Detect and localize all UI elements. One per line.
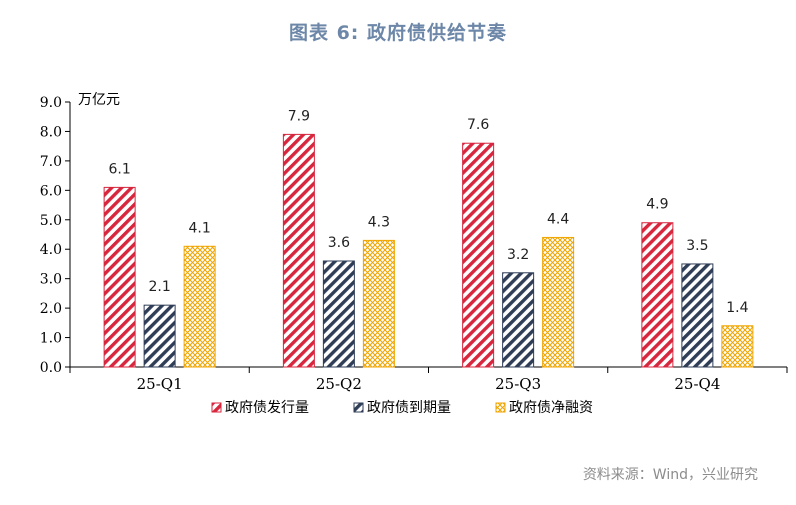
x-category-label: 25-Q1 [137, 375, 183, 393]
data-label: 6.1 [108, 161, 130, 177]
y-tick-label: 3.0 [40, 272, 62, 288]
data-label: 2.1 [148, 279, 170, 295]
y-tick-label: 9.0 [40, 95, 62, 111]
data-label: 1.4 [726, 300, 748, 316]
y-tick-label: 6.0 [40, 183, 62, 199]
data-label: 7.9 [288, 108, 310, 124]
bar [362, 239, 395, 368]
source-note: 资料来源：Wind，兴业研究 [582, 467, 758, 483]
bar [322, 260, 355, 368]
legend-swatch [353, 402, 364, 413]
figure-title: 图表 6: 政府债供给节奏 [288, 22, 508, 44]
bar [641, 222, 674, 368]
data-label: 4.9 [646, 197, 668, 213]
data-label: 4.1 [188, 220, 210, 236]
x-category-label: 25-Q3 [495, 375, 541, 393]
bar [502, 272, 535, 368]
y-tick-label: 8.0 [40, 124, 62, 140]
data-label: 7.6 [467, 117, 489, 133]
bar [462, 142, 495, 368]
data-label: 3.2 [507, 247, 529, 263]
data-label: 4.3 [368, 214, 390, 230]
legend-label: 政府债发行量 [225, 400, 309, 416]
bar [542, 236, 575, 368]
bar [143, 304, 176, 368]
data-label: 4.4 [547, 211, 569, 227]
legend-swatch [211, 402, 222, 413]
bar-chart: 0.0 1.0 2.0 3.0 4.0 5.0 6.0 7.0 8.0 9.0 25-Q1 25-Q2… [40, 92, 788, 416]
y-tick-label: 0.0 [40, 360, 62, 376]
y-tick-label: 2.0 [40, 301, 62, 317]
y-tick-label: 5.0 [40, 213, 62, 229]
legend-label: 政府债净融资 [509, 400, 593, 416]
bar [183, 245, 216, 368]
x-category-label: 25-Q2 [316, 375, 362, 393]
legend-swatch [495, 402, 506, 413]
x-category-label: 25-Q4 [674, 375, 720, 393]
legend-label: 政府债到期量 [367, 400, 451, 416]
data-labels: 6.1 7.9 7.6 4.9 2.1 3.6 3.2 3.5 4.1 4.3 4.4 1.4 [108, 108, 748, 315]
bar [721, 325, 754, 368]
bar [103, 186, 136, 368]
bars [103, 133, 754, 368]
bar [282, 133, 315, 368]
y-unit-label: 万亿元 [78, 92, 120, 108]
y-tick-label: 4.0 [40, 242, 62, 258]
data-label: 3.5 [686, 238, 708, 254]
legend: 政府债发行量 政府债到期量 政府债净融资 [211, 400, 593, 416]
y-tick-label: 7.0 [40, 154, 62, 170]
bar [681, 263, 714, 368]
data-label: 3.6 [328, 235, 350, 251]
y-tick-label: 1.0 [40, 331, 62, 347]
